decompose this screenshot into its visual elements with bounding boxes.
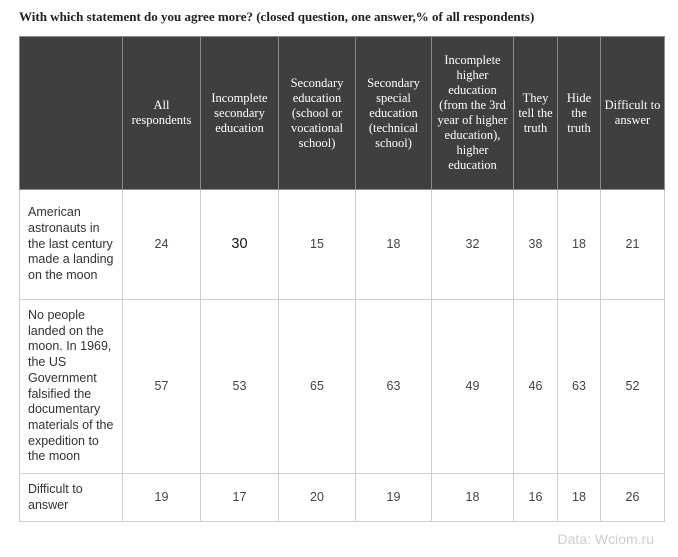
table-cell: 52 [600,299,665,474]
table-cell: 26 [600,473,665,522]
column-header-empty [19,36,123,190]
column-header-difficult: Difficult to answer [600,36,665,190]
table-row: No people landed on the moon. In 1969, t… [19,299,665,474]
table-cell: 18 [557,473,601,522]
row-label: No people landed on the moon. In 1969, t… [19,299,123,474]
table-cell: 53 [200,299,279,474]
table-cell: 38 [513,189,558,300]
table-cell: 21 [600,189,665,300]
table-cell: 65 [278,299,356,474]
table-cell: 30 [200,189,279,300]
column-header-hide-truth: Hide the truth [557,36,601,190]
table-title: With which statement do you agree more? … [19,9,535,24]
table-row: American astronauts in the last century … [19,189,665,300]
table-cell: 15 [278,189,356,300]
table-cell: 18 [355,189,432,300]
table-cell: 63 [355,299,432,474]
table-cell: 32 [431,189,514,300]
column-header-higher: Incomplete higher education (from the 3r… [431,36,514,190]
source-watermark: Data: Wciom.ru [557,531,654,547]
table-cell: 18 [557,189,601,300]
row-label: Difficult to answer [19,473,123,522]
column-header-incomplete-secondary: Incomplete secondary education [200,36,279,190]
table-cell: 63 [557,299,601,474]
table-cell: 18 [431,473,514,522]
table-cell: 20 [278,473,356,522]
column-header-secondary: Secondary education (school or vocationa… [278,36,356,190]
table-cell: 57 [122,299,201,474]
row-label: American astronauts in the last century … [19,189,123,300]
header-row: All respondents Incomplete secondary edu… [19,36,665,190]
table-cell: 17 [200,473,279,522]
table-cell: 49 [431,299,514,474]
table-cell: 24 [122,189,201,300]
survey-table: All respondents Incomplete secondary edu… [19,36,665,522]
table-cell: 19 [355,473,432,522]
column-header-they-tell-truth: They tell the truth [513,36,558,190]
table-cell: 19 [122,473,201,522]
column-header-all-respondents: All respondents [122,36,201,190]
column-header-secondary-special: Secondary special education (technical s… [355,36,432,190]
table-row: Difficult to answer 19 17 20 19 18 16 18… [19,473,665,522]
table-cell: 46 [513,299,558,474]
table-cell: 16 [513,473,558,522]
